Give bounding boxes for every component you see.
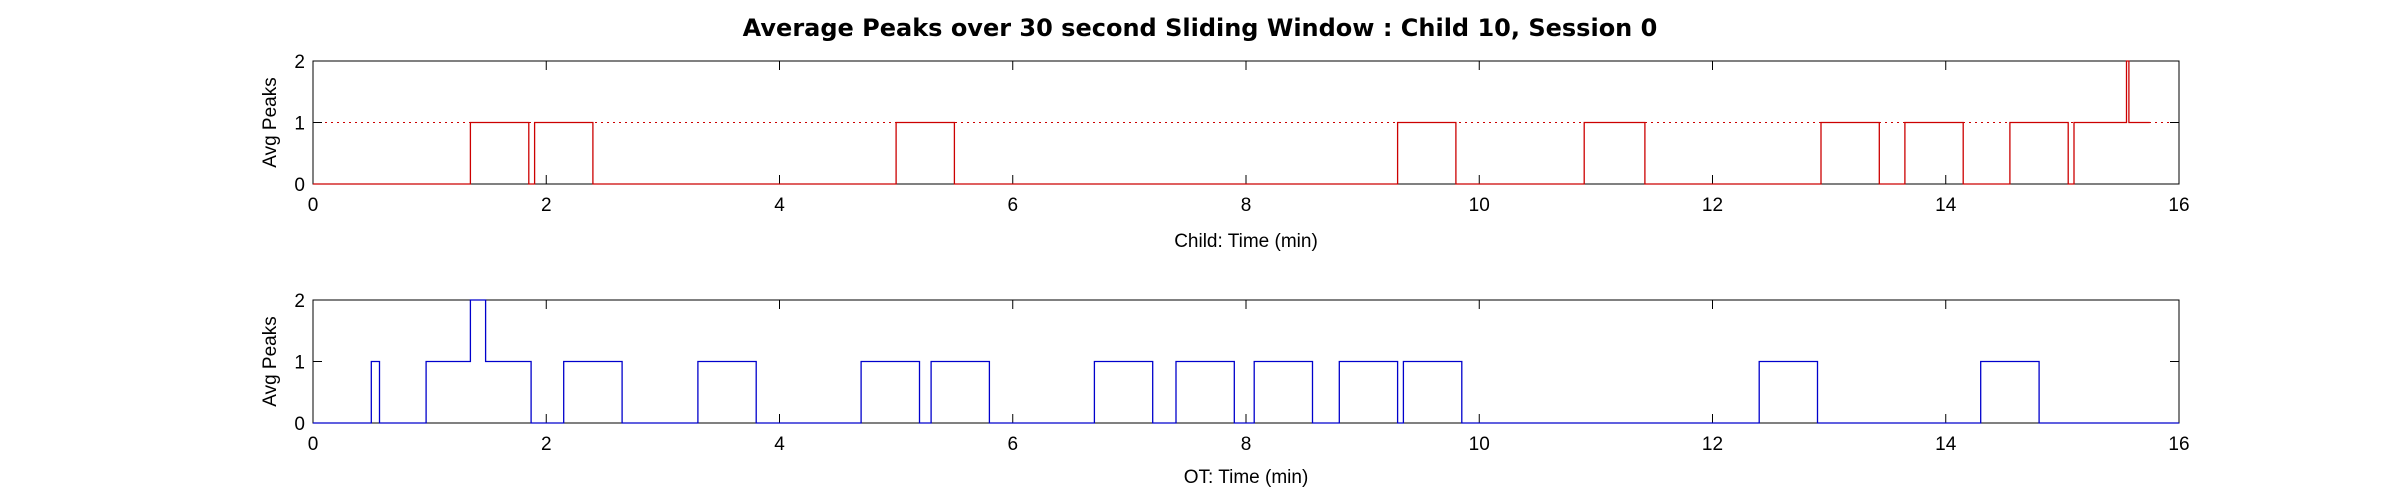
chart-title: Average Peaks over 30 second Sliding Win… — [742, 14, 1658, 42]
series-line-1 — [313, 299, 2179, 424]
x-tick-label: 6 — [1007, 434, 1018, 455]
x-axis-label: OT: Time (min) — [1184, 467, 1309, 488]
series-line-1 — [313, 60, 2150, 185]
y-tick-label: 0 — [294, 175, 305, 196]
y-tick-label: 2 — [294, 291, 305, 312]
x-tick-label: 8 — [1241, 195, 1252, 216]
x-tick-label: 2 — [541, 434, 552, 455]
x-tick-label: 10 — [1469, 195, 1490, 216]
x-tick-label: 14 — [1935, 195, 1957, 216]
y-tick-label: 0 — [294, 414, 305, 435]
y-tick-label: 2 — [294, 52, 305, 73]
x-tick-label: 2 — [541, 195, 552, 216]
x-tick-label: 4 — [774, 434, 785, 455]
axes-box — [312, 299, 2180, 424]
x-tick-label: 0 — [308, 434, 319, 455]
x-tick-label: 6 — [1007, 195, 1018, 216]
x-tick-label: 16 — [2168, 195, 2189, 216]
x-tick-label: 12 — [1702, 195, 1723, 216]
x-tick-label: 10 — [1469, 434, 1490, 455]
x-tick-label: 8 — [1241, 434, 1252, 455]
x-tick-label: 14 — [1935, 434, 1957, 455]
x-tick-label: 0 — [308, 195, 319, 216]
x-tick-label: 4 — [774, 195, 785, 216]
x-tick-label: 16 — [2168, 434, 2189, 455]
y-axis-label: Avg Peaks — [260, 77, 281, 167]
x-tick-label: 12 — [1702, 434, 1723, 455]
y-axis-label: Avg Peaks — [260, 316, 281, 406]
y-tick-label: 1 — [294, 353, 305, 374]
x-axis-label: Child: Time (min) — [1174, 231, 1318, 252]
y-tick-label: 1 — [294, 114, 305, 135]
